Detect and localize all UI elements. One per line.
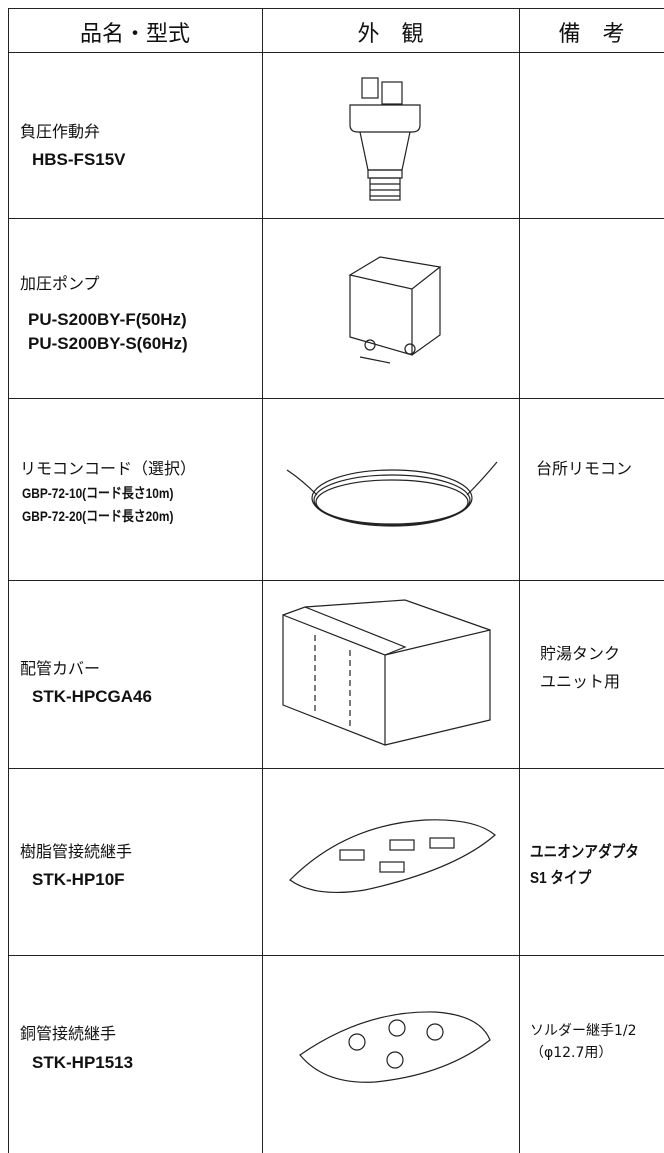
item-name: 配管カバー	[20, 659, 101, 678]
rule	[8, 218, 664, 219]
rule	[8, 955, 664, 956]
remark: 台所リモコン	[536, 459, 633, 478]
remark: （φ12.7用）	[530, 1045, 613, 1061]
remark: ソルダー継手1/2	[530, 1023, 637, 1039]
model: GBP-72-20(コード長さ20m)	[22, 508, 174, 524]
rule	[8, 398, 664, 399]
rule	[8, 52, 664, 53]
remark: ユニット用	[540, 672, 621, 691]
item-name: 負圧作動弁	[20, 122, 101, 141]
cord-illustration	[286, 461, 498, 527]
remark: ユニオンアダプタ	[530, 844, 639, 861]
item-name: リモコンコード（選択）	[20, 459, 197, 478]
header-cell: 外 観	[357, 22, 424, 47]
copper-fitting-illustration	[299, 1011, 491, 1083]
rule	[262, 8, 263, 1153]
remark: S1 タイプ	[530, 870, 592, 887]
item-name: 加圧ポンプ	[20, 274, 100, 293]
rule	[8, 768, 664, 769]
model: STK-HPCGA46	[32, 687, 152, 706]
resin-fitting-illustration	[289, 819, 496, 894]
remark: 貯湯タンク	[540, 644, 621, 663]
model: HBS-FS15V	[32, 150, 126, 169]
item-name: 樹脂管接続継手	[20, 842, 133, 861]
model: STK-HP1513	[32, 1053, 134, 1072]
model: STK-HP10F	[32, 870, 125, 889]
model: GBP-72-10(コード長さ10m)	[22, 485, 174, 501]
rule	[8, 8, 9, 1153]
valve-illustration	[349, 77, 421, 201]
pump-illustration	[348, 256, 442, 364]
rule	[519, 8, 520, 1153]
model: PU-S200BY-F(50Hz)	[28, 310, 187, 329]
item-name: 銅管接続継手	[20, 1024, 117, 1043]
rule	[8, 8, 664, 9]
rule	[8, 580, 664, 581]
header-cell: 備 考	[558, 22, 625, 47]
header-cell: 品名・型式	[79, 22, 190, 47]
model: PU-S200BY-S(60Hz)	[28, 334, 188, 353]
cover-illustration	[282, 599, 491, 746]
